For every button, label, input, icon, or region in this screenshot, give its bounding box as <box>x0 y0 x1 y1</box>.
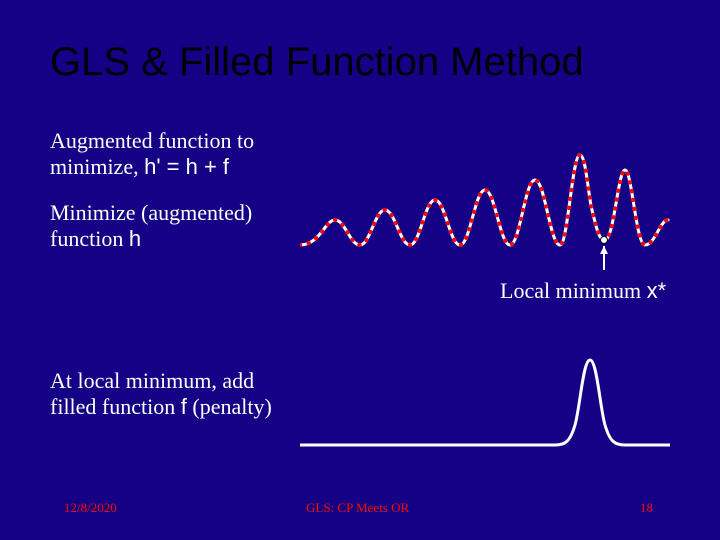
text-local-minimum-b: x* <box>647 278 667 303</box>
footer-date: 12/8/2020 <box>64 500 117 516</box>
text-minimize-2b: h <box>129 226 141 251</box>
text-minimize-2: function h <box>50 226 141 252</box>
footer-page: 18 <box>640 500 653 516</box>
text-minimize-1: Minimize (augmented) <box>50 200 252 226</box>
text-augmented-2a: minimize, <box>50 154 144 179</box>
penalty-function-curve <box>300 350 670 460</box>
footer-center: GLS: CP Meets OR <box>306 500 409 516</box>
text-local-minimum-a: Local minimum <box>500 278 647 303</box>
text-atlocal-2: filled function f (penalty) <box>50 394 272 420</box>
text-augmented-1: Augmented function to <box>50 128 254 154</box>
text-atlocal-2a: filled function <box>50 394 181 419</box>
augmented-function-curve <box>300 130 670 280</box>
text-atlocal-1: At local minimum, add <box>50 368 254 394</box>
text-augmented-2: minimize, h' = h + f <box>50 154 229 180</box>
text-atlocal-2c: (penalty) <box>187 394 272 419</box>
text-augmented-2b: h' = h + f <box>144 154 229 179</box>
slide-title: GLS & Filled Function Method <box>50 40 584 85</box>
text-local-minimum: Local minimum x* <box>500 278 666 304</box>
slide: GLS & Filled Function Method Augmented f… <box>0 0 720 540</box>
text-minimize-2a: function <box>50 226 129 251</box>
